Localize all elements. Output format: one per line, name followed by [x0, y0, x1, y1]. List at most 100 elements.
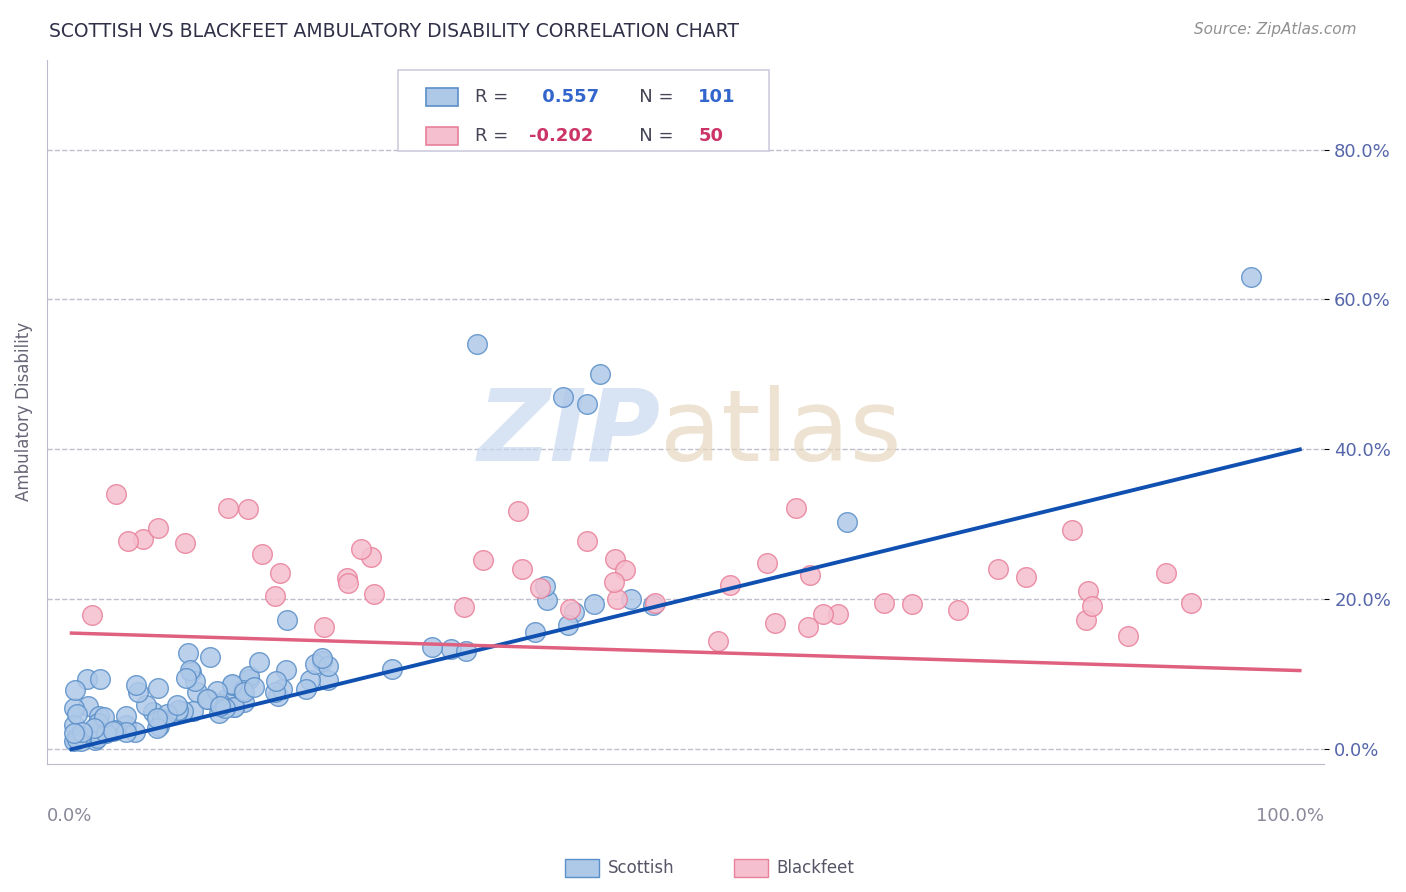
Point: [276, 614, 298, 628]
Point: [582, 597, 605, 611]
Point: [66, 728, 89, 742]
Point: [221, 678, 243, 692]
Point: [150, 712, 173, 726]
Point: [177, 647, 200, 661]
Point: [456, 644, 478, 658]
Point: [115, 725, 138, 739]
Point: [264, 685, 287, 699]
Point: [238, 502, 260, 516]
Point: [311, 650, 333, 665]
Point: [238, 669, 260, 683]
Point: [103, 723, 125, 738]
Point: [69, 734, 91, 748]
Point: [66, 731, 89, 746]
Point: [1118, 629, 1140, 643]
Text: 101: 101: [699, 88, 735, 106]
Point: [148, 719, 170, 733]
Point: [551, 390, 574, 404]
Point: [198, 649, 221, 664]
Point: [576, 397, 599, 411]
Point: [785, 501, 807, 516]
FancyBboxPatch shape: [426, 88, 458, 106]
Point: [264, 674, 287, 689]
Point: [232, 695, 254, 709]
Point: [1081, 599, 1104, 614]
Point: [172, 704, 194, 718]
Point: [349, 541, 371, 556]
FancyBboxPatch shape: [398, 70, 769, 152]
Point: [181, 704, 204, 718]
Point: [94, 726, 117, 740]
Point: [269, 566, 291, 580]
Point: [363, 587, 385, 601]
Text: N =: N =: [621, 88, 679, 106]
Point: [270, 682, 292, 697]
Point: [173, 536, 195, 550]
Text: Scottish: Scottish: [607, 859, 673, 877]
Point: [83, 721, 105, 735]
Point: [176, 671, 198, 685]
Point: [214, 692, 236, 706]
Point: [311, 654, 333, 668]
Point: [835, 515, 858, 529]
Point: [156, 706, 179, 721]
Text: atlas: atlas: [659, 384, 901, 482]
Point: [1076, 613, 1098, 627]
Point: [1015, 570, 1038, 584]
Y-axis label: Ambulatory Disability: Ambulatory Disability: [15, 322, 32, 501]
Point: [166, 706, 188, 720]
Point: [453, 599, 475, 614]
Point: [529, 581, 551, 595]
Point: [238, 672, 260, 686]
Point: [987, 562, 1010, 576]
Point: [104, 487, 127, 501]
Point: [243, 680, 266, 694]
Point: [89, 672, 111, 686]
Point: [1156, 566, 1178, 580]
Point: [264, 590, 287, 604]
Point: [180, 665, 202, 680]
Point: [267, 689, 290, 703]
Point: [76, 672, 98, 686]
Text: SCOTTISH VS BLACKFEET AMBULATORY DISABILITY CORRELATION CHART: SCOTTISH VS BLACKFEET AMBULATORY DISABIL…: [49, 22, 740, 41]
Point: [146, 721, 169, 735]
Point: [799, 567, 821, 582]
Point: [900, 597, 922, 611]
Point: [84, 729, 107, 743]
Point: [117, 533, 139, 548]
Point: [186, 685, 208, 699]
Point: [606, 592, 628, 607]
Point: [562, 606, 585, 620]
Point: [166, 703, 188, 717]
Point: [125, 677, 148, 691]
Point: [132, 532, 155, 546]
Point: [195, 692, 218, 706]
Point: [197, 692, 219, 706]
Point: [316, 673, 339, 688]
Point: [589, 368, 612, 382]
Point: [534, 579, 557, 593]
Point: [63, 732, 86, 747]
Point: [209, 699, 232, 714]
Point: [873, 596, 896, 610]
Point: [205, 684, 228, 698]
Point: [135, 698, 157, 712]
Point: [86, 731, 108, 746]
Point: [440, 641, 463, 656]
Point: [575, 534, 598, 549]
Point: [89, 709, 111, 723]
Point: [605, 552, 627, 566]
Point: [381, 662, 404, 676]
Point: [217, 501, 239, 516]
Point: [166, 698, 188, 712]
Point: [179, 663, 201, 677]
Point: [720, 577, 742, 591]
Point: [1180, 596, 1202, 610]
Point: [63, 682, 86, 697]
Point: [946, 603, 969, 617]
Point: [208, 706, 231, 720]
Point: [214, 700, 236, 714]
FancyBboxPatch shape: [426, 127, 458, 145]
Text: Source: ZipAtlas.com: Source: ZipAtlas.com: [1194, 22, 1357, 37]
Point: [360, 550, 382, 565]
